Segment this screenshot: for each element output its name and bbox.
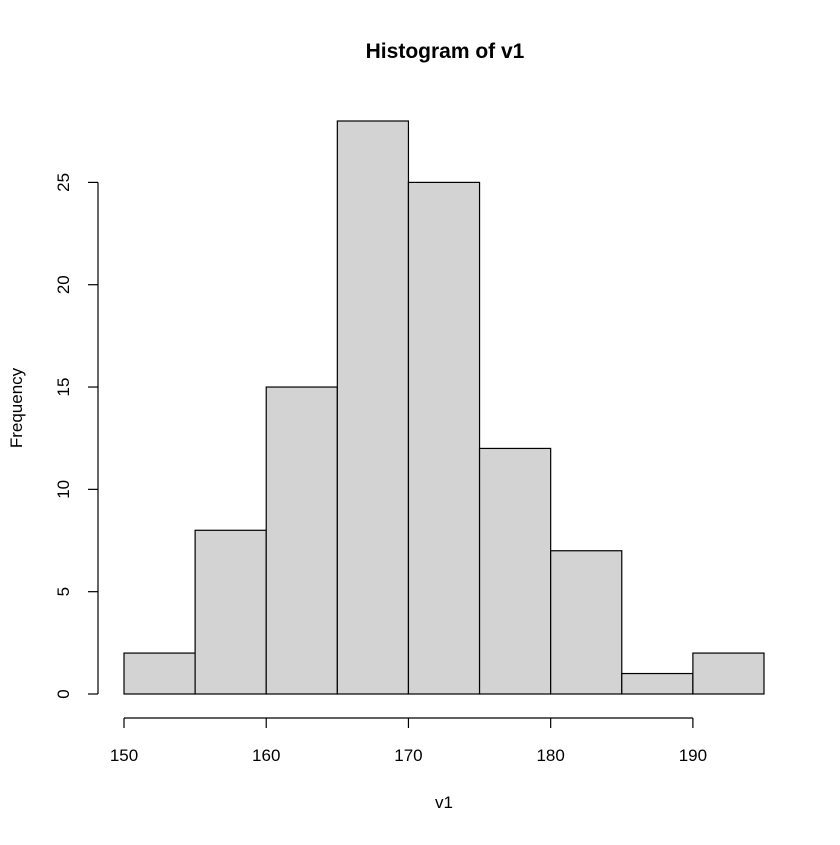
x-tick-label-2: 170 bbox=[394, 746, 422, 765]
histogram-bar-0 bbox=[123, 652, 196, 695]
y-axis-label: Frequency bbox=[7, 367, 26, 448]
histogram-bar-1 bbox=[194, 529, 267, 695]
histogram-bar-2 bbox=[265, 386, 338, 695]
bars-layer bbox=[123, 120, 765, 695]
x-tick-label-3: 180 bbox=[536, 746, 564, 765]
x-tick-label-1: 160 bbox=[252, 746, 280, 765]
chart-title: Histogram of v1 bbox=[366, 40, 525, 63]
histogram-bar-3 bbox=[336, 120, 410, 695]
y-tick-label-0: 0 bbox=[54, 689, 73, 698]
x-axis: 150 160 170 180 190 bbox=[110, 717, 707, 765]
histogram-bar-8 bbox=[692, 652, 765, 695]
x-tick-label-0: 150 bbox=[110, 746, 138, 765]
y-tick-label-4: 20 bbox=[54, 275, 73, 294]
x-tick-label-4: 190 bbox=[679, 746, 707, 765]
histogram-bar-5 bbox=[478, 447, 552, 695]
y-tick-label-3: 15 bbox=[54, 378, 73, 397]
histogram-bar-6 bbox=[550, 550, 623, 695]
y-tick-label-1: 5 bbox=[54, 587, 73, 596]
histogram-bar-4 bbox=[407, 181, 481, 695]
y-axis: 0 5 10 15 20 25 bbox=[54, 173, 99, 699]
histogram-bar-7 bbox=[621, 672, 694, 695]
x-axis-label: v1 bbox=[435, 793, 453, 812]
y-tick-label-5: 25 bbox=[54, 173, 73, 192]
y-tick-label-2: 10 bbox=[54, 480, 73, 499]
